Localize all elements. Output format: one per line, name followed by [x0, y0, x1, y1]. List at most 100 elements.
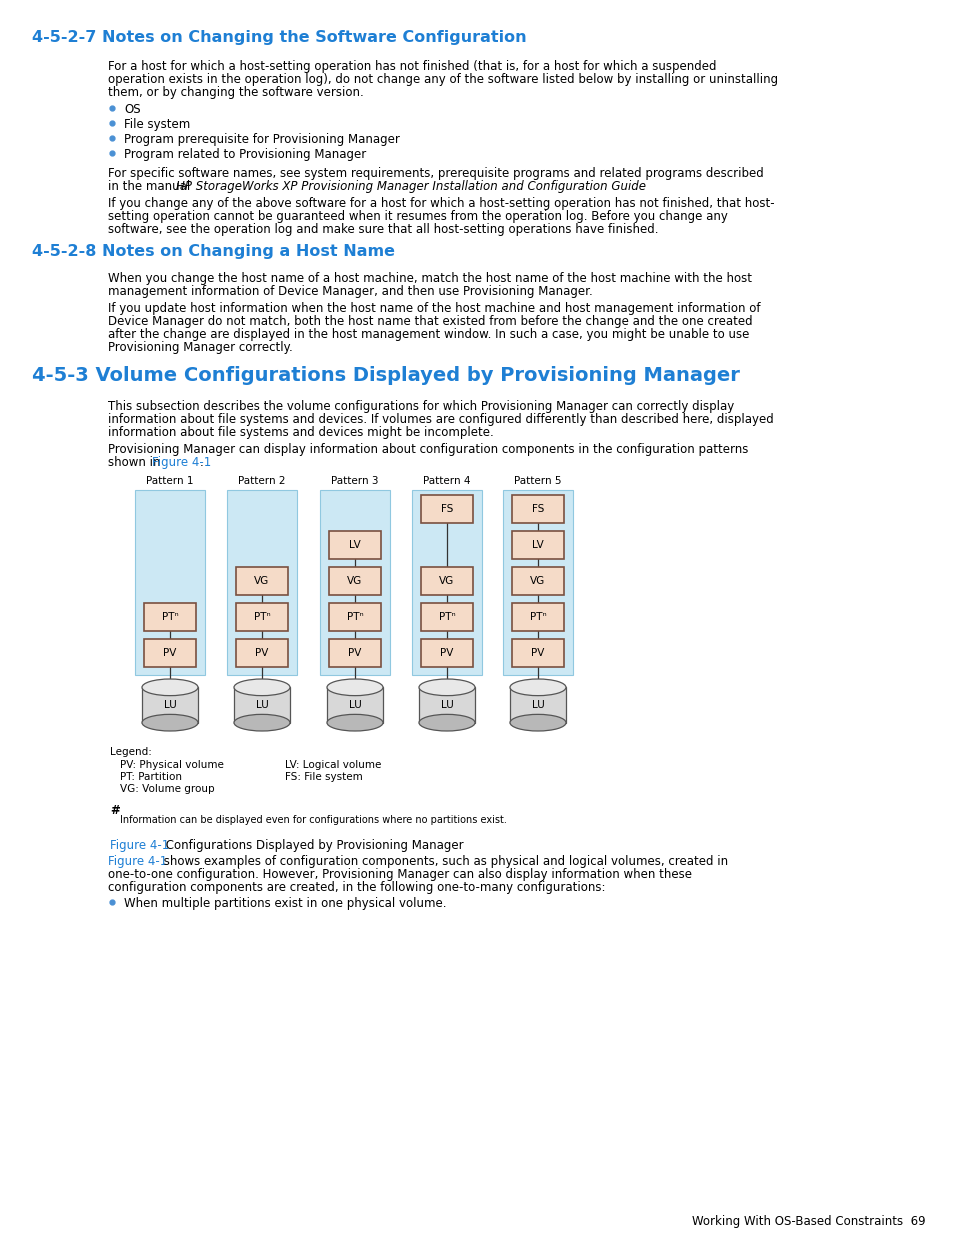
Text: them, or by changing the software version.: them, or by changing the software versio… — [108, 86, 363, 99]
Text: PV: PV — [163, 648, 176, 658]
Text: LU: LU — [531, 700, 544, 710]
Text: one-to-one configuration. However, Provisioning Manager can also display informa: one-to-one configuration. However, Provi… — [108, 868, 691, 881]
Text: management information of Device Manager, and then use Provisioning Manager.: management information of Device Manager… — [108, 285, 592, 298]
Text: Pattern 5: Pattern 5 — [514, 475, 561, 487]
Text: LU: LU — [255, 700, 268, 710]
Bar — [512, 495, 563, 522]
Text: VG: VG — [530, 576, 545, 585]
Text: Information can be displayed even for configurations where no partitions exist.: Information can be displayed even for co… — [120, 815, 506, 825]
Text: Program related to Provisioning Manager: Program related to Provisioning Manager — [124, 148, 366, 161]
Text: 4-5-2-8 Notes on Changing a Host Name: 4-5-2-8 Notes on Changing a Host Name — [32, 245, 395, 259]
Text: LU: LU — [440, 700, 453, 710]
Bar — [329, 638, 380, 667]
Text: shows examples of configuration components, such as physical and logical volumes: shows examples of configuration componen… — [160, 855, 727, 868]
Text: after the change are displayed in the host management window. In such a case, yo: after the change are displayed in the ho… — [108, 329, 749, 341]
Bar — [510, 688, 565, 722]
Text: VG: VG — [254, 576, 270, 585]
Ellipse shape — [510, 679, 565, 695]
Ellipse shape — [142, 679, 198, 695]
Text: configuration components are created, in the following one-to-many configuration: configuration components are created, in… — [108, 881, 605, 894]
Text: PV: PV — [255, 648, 269, 658]
Text: When multiple partitions exist in one physical volume.: When multiple partitions exist in one ph… — [124, 897, 446, 910]
Text: FS: FS — [531, 504, 543, 514]
Text: Pattern 4: Pattern 4 — [423, 475, 470, 487]
Text: Device Manager do not match, both the host name that existed from before the cha: Device Manager do not match, both the ho… — [108, 315, 752, 329]
Text: in the manual: in the manual — [108, 180, 193, 193]
Bar — [420, 567, 473, 595]
Ellipse shape — [510, 714, 565, 731]
Ellipse shape — [327, 714, 382, 731]
Ellipse shape — [418, 679, 475, 695]
Text: LU: LU — [164, 700, 176, 710]
Text: information about file systems and devices might be incomplete.: information about file systems and devic… — [108, 426, 494, 438]
Text: FS: File system: FS: File system — [285, 772, 362, 782]
Bar — [142, 688, 198, 722]
Text: LV: LV — [532, 540, 543, 550]
Text: 4-5-2-7 Notes on Changing the Software Configuration: 4-5-2-7 Notes on Changing the Software C… — [32, 30, 526, 44]
Text: PTⁿ: PTⁿ — [346, 613, 363, 622]
Text: File system: File system — [124, 119, 190, 131]
Bar — [327, 688, 382, 722]
Bar — [235, 567, 288, 595]
Text: Working With OS-Based Constraints  69: Working With OS-Based Constraints 69 — [692, 1215, 925, 1228]
Text: If you update host information when the host name of the host machine and host m: If you update host information when the … — [108, 303, 760, 315]
Text: Pattern 1: Pattern 1 — [146, 475, 193, 487]
Bar — [329, 603, 380, 631]
Text: Provisioning Manager can display information about configuration components in t: Provisioning Manager can display informa… — [108, 443, 747, 456]
Bar — [512, 603, 563, 631]
Bar — [502, 490, 573, 676]
Bar — [235, 603, 288, 631]
Bar — [135, 490, 205, 676]
Text: information about file systems and devices. If volumes are configured differentl: information about file systems and devic… — [108, 412, 773, 426]
Text: Pattern 3: Pattern 3 — [331, 475, 378, 487]
Text: PT: Partition: PT: Partition — [120, 772, 182, 782]
Text: shown in: shown in — [108, 456, 164, 469]
Bar — [512, 638, 563, 667]
Text: For specific software names, see system requirements, prerequisite programs and : For specific software names, see system … — [108, 167, 763, 180]
Bar — [512, 567, 563, 595]
Bar — [420, 603, 473, 631]
Text: Figure 4-1: Figure 4-1 — [110, 839, 169, 852]
Bar — [512, 531, 563, 559]
Bar — [233, 688, 290, 722]
Bar — [235, 638, 288, 667]
Ellipse shape — [233, 679, 290, 695]
Ellipse shape — [327, 679, 382, 695]
Text: When you change the host name of a host machine, match the host name of the host: When you change the host name of a host … — [108, 272, 751, 285]
Text: #: # — [110, 804, 120, 818]
Text: Program prerequisite for Provisioning Manager: Program prerequisite for Provisioning Ma… — [124, 133, 399, 146]
Bar — [420, 495, 473, 522]
Text: PV: PV — [348, 648, 361, 658]
Bar — [420, 638, 473, 667]
Text: Figure 4-1: Figure 4-1 — [108, 855, 167, 868]
Bar — [329, 531, 380, 559]
Text: OS: OS — [124, 103, 140, 116]
Text: PV: Physical volume: PV: Physical volume — [120, 760, 224, 769]
Text: PTⁿ: PTⁿ — [161, 613, 178, 622]
Text: PTⁿ: PTⁿ — [529, 613, 546, 622]
Text: PTⁿ: PTⁿ — [253, 613, 270, 622]
Text: FS: FS — [440, 504, 453, 514]
Text: PV: PV — [531, 648, 544, 658]
Text: Pattern 2: Pattern 2 — [238, 475, 286, 487]
Text: If you change any of the above software for a host for which a host-setting oper: If you change any of the above software … — [108, 198, 774, 210]
Text: setting operation cannot be guaranteed when it resumes from the operation log. B: setting operation cannot be guaranteed w… — [108, 210, 727, 224]
Text: software, see the operation log and make sure that all host-setting operations h: software, see the operation log and make… — [108, 224, 658, 236]
Bar — [418, 688, 475, 722]
Text: For a host for which a host-setting operation has not finished (that is, for a h: For a host for which a host-setting oper… — [108, 61, 716, 73]
Text: PTⁿ: PTⁿ — [438, 613, 455, 622]
Text: VG: VG — [347, 576, 362, 585]
Text: LV: LV — [349, 540, 360, 550]
Text: 4-5-3 Volume Configurations Displayed by Provisioning Manager: 4-5-3 Volume Configurations Displayed by… — [32, 366, 740, 385]
Text: LV: Logical volume: LV: Logical volume — [285, 760, 381, 769]
Ellipse shape — [418, 714, 475, 731]
Text: .: . — [200, 456, 204, 469]
Bar — [144, 638, 195, 667]
Bar — [227, 490, 296, 676]
Ellipse shape — [142, 714, 198, 731]
Bar — [319, 490, 390, 676]
Text: Legend:: Legend: — [110, 747, 152, 757]
Bar — [329, 567, 380, 595]
Text: operation exists in the operation log), do not change any of the software listed: operation exists in the operation log), … — [108, 73, 778, 86]
Text: VG: VG — [439, 576, 455, 585]
